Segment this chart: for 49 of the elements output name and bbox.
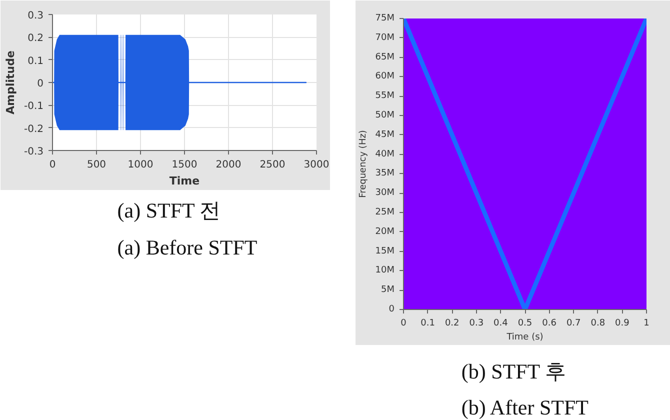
y-tick-label: 30M — [375, 188, 394, 198]
y-tick-label: 35M — [375, 168, 394, 179]
y-tick-label: 15M — [375, 246, 394, 256]
y-tick-label: 10M — [375, 266, 394, 276]
x-axis-title: Time (s) — [506, 332, 544, 342]
text: (b) STFT 후 — [461, 360, 566, 384]
x-tick-label: 0.5 — [518, 318, 532, 328]
y-tick-label: -0.2 — [24, 124, 44, 135]
y-tick-label: 5M — [381, 285, 395, 296]
x-tick-label: 500 — [86, 160, 106, 170]
y-tick-label: 50M — [375, 110, 394, 120]
x-tick-label: 0.6 — [542, 318, 557, 328]
text: (b) After STFT — [461, 396, 589, 420]
x-tick-label: 2000 — [216, 160, 242, 170]
y-tick-label: 65M — [375, 52, 394, 62]
y-axis-title: Amplitude — [4, 50, 17, 114]
y-tick-label: 55M — [375, 91, 394, 102]
x-tick-label: 0.7 — [566, 318, 581, 328]
y-tick-label: 0 — [37, 78, 44, 90]
text: (a) Before STFT — [117, 236, 258, 260]
y-tick-label: 40M — [375, 149, 394, 160]
x-tick-label: 2500 — [260, 160, 286, 170]
y-tick-label: 0 — [388, 304, 395, 314]
x-tick-label: 0.1 — [420, 318, 435, 328]
y-tick-label: 0.1 — [28, 56, 44, 67]
y-tick-label: 60M — [375, 72, 394, 82]
x-tick-label: 0.3 — [469, 318, 484, 328]
y-axis-title: Frequency (Hz) — [358, 130, 368, 198]
y-tick-label: 45M — [375, 130, 394, 140]
x-tick-label: 0.2 — [444, 318, 460, 328]
x-tick-label: 1500 — [172, 160, 198, 170]
x-tick-label: 0.8 — [590, 318, 606, 328]
y-tick-label: 20M — [375, 226, 394, 237]
x-tick-label: 0.4 — [494, 318, 508, 328]
x-tick-label: 0 — [400, 318, 407, 328]
y-tick-label: -0.3 — [24, 146, 44, 158]
x-tick-label: 1 — [644, 318, 650, 328]
x-tick-label: 0.9 — [615, 318, 630, 328]
x-tick-label: 3000 — [304, 160, 330, 170]
x-tick-label: 1000 — [128, 160, 154, 170]
text: (a) STFT 전 — [117, 198, 221, 222]
x-axis-title: Time — [169, 174, 200, 188]
y-tick-label: 25M — [375, 208, 394, 218]
x-tick-label: 0 — [49, 160, 56, 170]
y-tick-label: 75M — [375, 14, 394, 24]
y-tick-label: 0.2 — [28, 33, 44, 44]
y-tick-label: -0.1 — [24, 101, 44, 112]
y-tick-label: 0.3 — [28, 10, 44, 22]
y-tick-label: 70M — [375, 32, 394, 43]
